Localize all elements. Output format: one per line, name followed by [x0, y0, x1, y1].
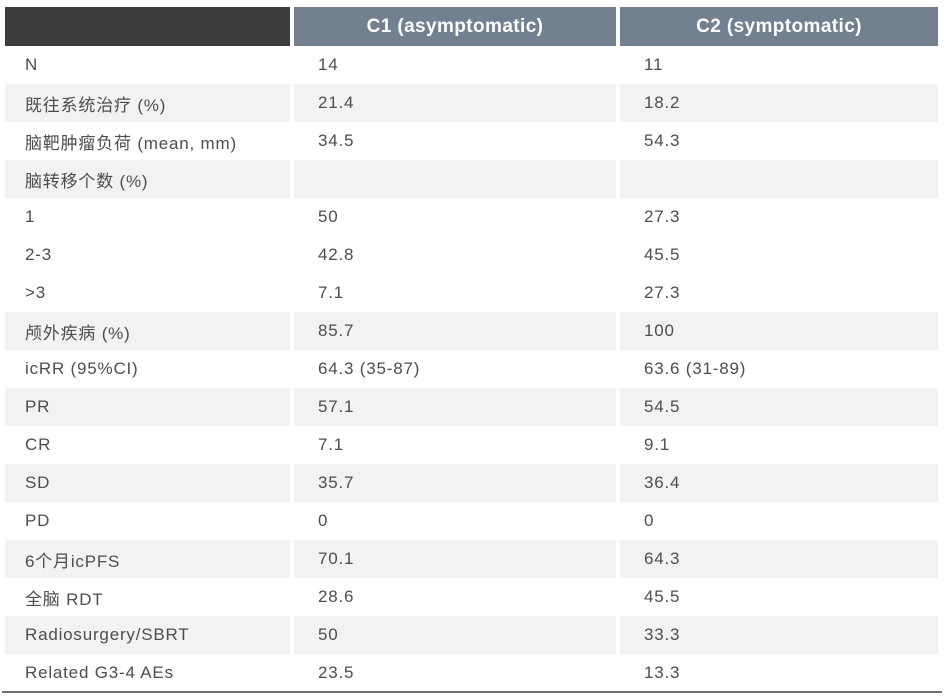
table-row: 1 50 27.3 — [5, 198, 938, 236]
row-label-cell: 全脑 RDT — [5, 578, 290, 616]
c2-value-cell: 63.6 (31-89) — [620, 350, 938, 388]
table-row: >3 7.1 27.3 — [5, 274, 938, 312]
c2-value-cell: 9.1 — [620, 426, 938, 464]
row-label-cell: 脑转移个数 (%) — [5, 160, 290, 198]
row-label-cell: SD — [5, 464, 290, 502]
table-row: 既往系统治疗 (%) 21.4 18.2 — [5, 84, 938, 122]
table-row: Related G3-4 AEs 23.5 13.3 — [5, 654, 938, 692]
c1-value-cell: 57.1 — [294, 388, 616, 426]
row-label-cell: 既往系统治疗 (%) — [5, 84, 290, 122]
row-label-cell: >3 — [5, 274, 290, 312]
row-label-cell: PD — [5, 502, 290, 540]
c1-value-cell — [294, 160, 616, 198]
row-label-cell: 2-3 — [5, 236, 290, 274]
c2-value-cell: 18.2 — [620, 84, 938, 122]
c1-value-cell: 23.5 — [294, 654, 616, 692]
table-row: 脑靶肿瘤负荷 (mean, mm) 34.5 54.3 — [5, 122, 938, 160]
table-body: N 14 11 既往系统治疗 (%) 21.4 18.2 脑靶肿瘤负荷 (mea… — [5, 46, 938, 692]
row-label-cell: 脑靶肿瘤负荷 (mean, mm) — [5, 122, 290, 160]
c1-value-cell: 28.6 — [294, 578, 616, 616]
c2-value-cell: 36.4 — [620, 464, 938, 502]
c2-value-cell: 0 — [620, 502, 938, 540]
c2-value-cell: 45.5 — [620, 578, 938, 616]
c1-value-cell: 7.1 — [294, 274, 616, 312]
c1-value-cell: 21.4 — [294, 84, 616, 122]
row-label-cell: Radiosurgery/SBRT — [5, 616, 290, 654]
c2-value-cell: 100 — [620, 312, 938, 350]
c1-value-cell: 50 — [294, 198, 616, 236]
c1-value-cell: 70.1 — [294, 540, 616, 578]
table-row: PD 0 0 — [5, 502, 938, 540]
c1-value-cell: 64.3 (35-87) — [294, 350, 616, 388]
c1-value-cell: 0 — [294, 502, 616, 540]
c2-value-cell: 13.3 — [620, 654, 938, 692]
table-bottom-rule — [2, 691, 942, 693]
c2-value-cell: 64.3 — [620, 540, 938, 578]
table-row: icRR (95%CI) 64.3 (35-87) 63.6 (31-89) — [5, 350, 938, 388]
row-label-cell: 颅外疾病 (%) — [5, 312, 290, 350]
c2-value-cell: 54.5 — [620, 388, 938, 426]
c1-value-cell: 85.7 — [294, 312, 616, 350]
table-row: N 14 11 — [5, 46, 938, 84]
table-row: SD 35.7 36.4 — [5, 464, 938, 502]
table-row: 脑转移个数 (%) — [5, 160, 938, 198]
row-label-cell: 6个月icPFS — [5, 540, 290, 578]
row-label-cell: N — [5, 46, 290, 84]
table-row: 颅外疾病 (%) 85.7 100 — [5, 312, 938, 350]
row-label-cell: 1 — [5, 198, 290, 236]
c2-value-cell — [620, 160, 938, 198]
c2-value-cell: 11 — [620, 46, 938, 84]
row-label-cell: icRR (95%CI) — [5, 350, 290, 388]
c1-value-cell: 42.8 — [294, 236, 616, 274]
c2-value-cell: 27.3 — [620, 274, 938, 312]
c2-value-cell: 27.3 — [620, 198, 938, 236]
header-corner-cell — [5, 7, 290, 46]
table-row: 6个月icPFS 70.1 64.3 — [5, 540, 938, 578]
c2-value-cell: 45.5 — [620, 236, 938, 274]
row-label-cell: CR — [5, 426, 290, 464]
row-label-cell: PR — [5, 388, 290, 426]
table-row: CR 7.1 9.1 — [5, 426, 938, 464]
c1-value-cell: 35.7 — [294, 464, 616, 502]
header-c1-asymptomatic: C1 (asymptomatic) — [294, 7, 616, 46]
table-row: Radiosurgery/SBRT 50 33.3 — [5, 616, 938, 654]
table-row: PR 57.1 54.5 — [5, 388, 938, 426]
table-header-row: C1 (asymptomatic) C2 (symptomatic) — [5, 7, 938, 46]
c1-value-cell: 14 — [294, 46, 616, 84]
row-label-cell: Related G3-4 AEs — [5, 654, 290, 692]
c1-value-cell: 50 — [294, 616, 616, 654]
c2-value-cell: 33.3 — [620, 616, 938, 654]
table-row: 2-3 42.8 45.5 — [5, 236, 938, 274]
cohort-comparison-table: C1 (asymptomatic) C2 (symptomatic) N 14 … — [5, 7, 938, 692]
c2-value-cell: 54.3 — [620, 122, 938, 160]
table-row: 全脑 RDT 28.6 45.5 — [5, 578, 938, 616]
c1-value-cell: 34.5 — [294, 122, 616, 160]
header-c2-symptomatic: C2 (symptomatic) — [620, 7, 938, 46]
c1-value-cell: 7.1 — [294, 426, 616, 464]
